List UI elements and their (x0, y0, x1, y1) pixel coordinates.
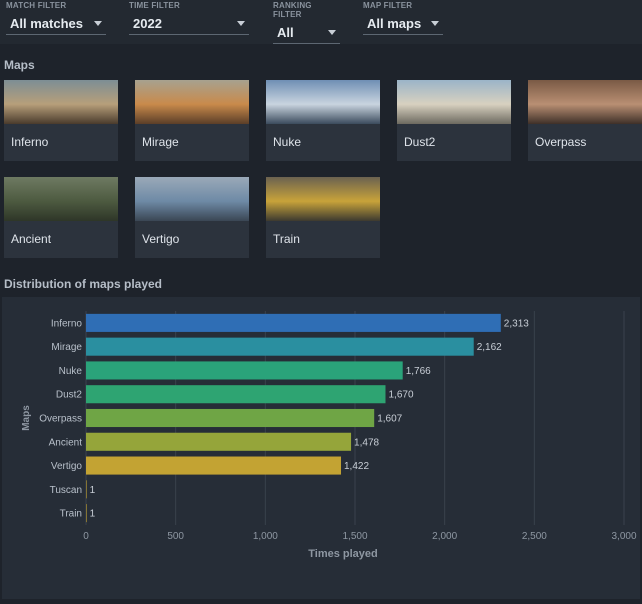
map-name: Train (273, 232, 300, 246)
bar-train (86, 504, 87, 523)
value-label: 1,607 (377, 414, 402, 425)
bar-dust2 (86, 385, 386, 404)
match-filter-select[interactable]: All matches (6, 13, 106, 35)
map-name: Dust2 (404, 135, 436, 149)
distribution-chart-panel: Inferno 2,313 Mirage 2,162 Nuke 1,766 Dust2 1,6… (2, 297, 640, 599)
bar-ancient (86, 432, 352, 451)
map-thumbnail (397, 80, 511, 124)
x-tick-label: 1,000 (253, 531, 278, 542)
chevron-down-icon (328, 30, 336, 35)
time-filter-value: 2022 (133, 16, 162, 31)
chevron-down-icon (431, 21, 439, 26)
map-card-inferno[interactable]: Inferno (4, 80, 118, 161)
map-thumbnail (4, 80, 118, 124)
map-thumbnail (135, 80, 249, 124)
map-card-train[interactable]: Train (266, 177, 380, 258)
value-label: 1 (90, 509, 96, 520)
x-axis-title: Times played (308, 548, 378, 560)
distribution-title: Distribution of maps played (4, 277, 163, 291)
map-name: Nuke (273, 135, 302, 149)
map-name: Mirage (142, 135, 179, 149)
map-filter-label: MAP FILTER (363, 1, 413, 10)
map-card-ancient[interactable]: Ancient (4, 177, 118, 258)
chevron-down-icon (94, 21, 102, 26)
value-label: 2,162 (477, 342, 502, 353)
category-label: Mirage (51, 342, 82, 353)
category-label: Inferno (51, 318, 83, 329)
map-thumbnail (266, 177, 380, 221)
bar-inferno (86, 313, 501, 332)
match-filter-label: MATCH FILTER (6, 1, 67, 10)
category-label: Tuscan (50, 485, 82, 496)
bar-overpass (86, 408, 375, 428)
map-name: Vertigo (142, 232, 180, 246)
value-label: 1,766 (406, 366, 431, 377)
map-thumbnail (4, 177, 118, 221)
category-label: Dust2 (56, 390, 83, 401)
bar-tuscan (86, 480, 87, 499)
category-label: Vertigo (51, 461, 83, 472)
map-filter-value: All maps (367, 16, 422, 31)
ranking-filter: RANKING FILTER All (273, 0, 340, 44)
map-filter-select[interactable]: All maps (363, 13, 443, 35)
ranking-filter-value: All (277, 25, 294, 40)
map-name: Inferno (11, 135, 49, 149)
map-card-nuke[interactable]: Nuke (266, 80, 380, 161)
time-filter: TIME FILTER 2022 (129, 0, 249, 35)
value-label: 1,478 (354, 437, 379, 448)
category-label: Train (60, 509, 82, 520)
category-label: Nuke (59, 366, 83, 377)
map-thumbnail (135, 177, 249, 221)
y-axis-title: Maps (21, 405, 32, 431)
x-tick-label: 500 (167, 531, 184, 542)
distribution-chart: Inferno 2,313 Mirage 2,162 Nuke 1,766 Dust2 1,6… (21, 311, 637, 560)
x-tick-label: 0 (83, 531, 89, 542)
value-label: 1,422 (344, 461, 369, 472)
bar-mirage (86, 337, 474, 356)
bar-nuke (86, 361, 403, 380)
map-thumbnail (528, 80, 642, 124)
map-card-overpass[interactable]: Overpass (528, 80, 642, 161)
match-filter-value: All matches (10, 16, 83, 31)
bar-vertigo (86, 456, 342, 475)
value-label: 1 (90, 485, 96, 496)
map-card-vertigo[interactable]: Vertigo (135, 177, 249, 258)
value-label: 2,313 (504, 318, 529, 329)
map-card-mirage[interactable]: Mirage (135, 80, 249, 161)
map-name: Overpass (535, 135, 587, 149)
value-label: 1,670 (388, 390, 413, 401)
filter-bar: MATCH FILTER All matches TIME FILTER 202… (0, 0, 642, 44)
map-filter: MAP FILTER All maps (363, 0, 443, 35)
category-label: Overpass (39, 414, 82, 425)
x-tick-label: 2,500 (522, 531, 547, 542)
x-tick-label: 3,000 (611, 531, 636, 542)
ranking-filter-label: RANKING FILTER (273, 1, 312, 19)
maps-section-title: Maps (4, 58, 35, 72)
match-filter: MATCH FILTER All matches (6, 0, 106, 35)
map-card-dust2[interactable]: Dust2 (397, 80, 511, 161)
ranking-filter-select[interactable]: All (273, 22, 340, 44)
x-tick-label: 2,000 (432, 531, 457, 542)
map-thumbnail (266, 80, 380, 124)
category-label: Ancient (49, 437, 83, 448)
chevron-down-icon (237, 21, 245, 26)
x-tick-label: 1,500 (342, 531, 367, 542)
time-filter-label: TIME FILTER (129, 1, 180, 10)
time-filter-select[interactable]: 2022 (129, 13, 249, 35)
map-name: Ancient (11, 232, 52, 246)
